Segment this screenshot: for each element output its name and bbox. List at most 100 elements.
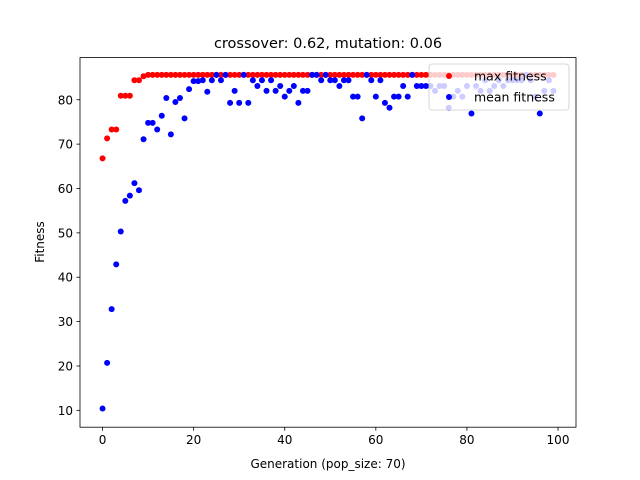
data-point (263, 87, 270, 94)
data-point (386, 104, 393, 111)
data-point (181, 115, 188, 122)
data-point (208, 77, 215, 84)
data-point (217, 71, 224, 78)
y-axis-ticks: 10 20 30 40 50 60 70 80 (58, 93, 80, 418)
legend: max fitness mean fitness (428, 63, 570, 111)
data-point (236, 71, 243, 78)
data-point (122, 92, 129, 99)
data-point (391, 71, 398, 78)
y-tick-label: 20 (58, 359, 73, 373)
data-point (372, 93, 379, 100)
data-point (377, 77, 384, 84)
data-point (140, 73, 147, 80)
data-point (409, 71, 416, 78)
data-point (277, 83, 284, 89)
data-point (536, 110, 543, 117)
data-point (345, 71, 352, 78)
data-point (208, 71, 215, 78)
data-point (163, 71, 170, 78)
data-point (400, 71, 407, 78)
data-point (304, 71, 311, 78)
legend-label-mean-fitness: mean fitness (474, 90, 555, 105)
data-point (204, 88, 211, 95)
data-point (368, 71, 375, 78)
data-point (295, 99, 302, 106)
data-point (422, 71, 429, 78)
data-point (245, 71, 252, 78)
data-point (199, 71, 206, 78)
data-point (149, 119, 156, 126)
data-point (345, 77, 352, 84)
data-point (413, 71, 420, 78)
data-point (204, 71, 211, 78)
data-point (368, 77, 375, 84)
data-point (135, 187, 142, 194)
data-point (327, 71, 334, 78)
data-point (363, 71, 370, 78)
data-point (172, 98, 179, 105)
data-point (108, 306, 115, 313)
data-point (258, 77, 265, 84)
data-point (213, 71, 220, 78)
data-point (222, 71, 229, 78)
data-point (249, 71, 256, 78)
data-point (281, 93, 288, 100)
data-point (381, 99, 388, 106)
data-point (295, 71, 302, 78)
data-point (381, 71, 388, 78)
data-point (195, 78, 202, 85)
data-point (318, 71, 325, 78)
x-tick-label: 40 (277, 433, 292, 447)
data-point (186, 86, 193, 93)
data-point (286, 87, 293, 94)
data-point (167, 131, 174, 138)
data-point (158, 112, 165, 119)
data-point (254, 71, 261, 78)
data-point (331, 77, 338, 84)
data-point (290, 71, 297, 78)
data-point (336, 83, 343, 89)
data-point (163, 94, 170, 101)
x-axis-label: Generation (pop_size: 70) (250, 457, 405, 471)
data-point (108, 126, 115, 133)
data-point (190, 71, 197, 78)
data-point (268, 71, 275, 78)
data-point (309, 71, 316, 78)
data-point (249, 77, 256, 84)
data-point (404, 71, 411, 78)
y-tick-label: 10 (58, 404, 73, 418)
data-point (359, 115, 366, 122)
y-axis-label: Fitness (33, 221, 47, 263)
legend-marker-max-fitness (446, 73, 452, 79)
data-point (231, 87, 238, 94)
data-point (350, 93, 357, 100)
x-tick-label: 60 (368, 433, 383, 447)
data-point (186, 71, 193, 78)
y-tick-label: 50 (58, 226, 73, 240)
data-point (167, 71, 174, 78)
data-point (158, 71, 165, 78)
data-point (126, 92, 133, 99)
data-point (350, 71, 357, 78)
data-point (172, 71, 179, 78)
data-point (231, 71, 238, 78)
data-point (117, 228, 124, 235)
data-point (113, 126, 120, 133)
data-point (113, 261, 120, 268)
data-point (304, 87, 311, 94)
data-point (131, 180, 138, 187)
data-point (199, 77, 206, 84)
data-point (227, 99, 234, 106)
data-point (126, 192, 133, 199)
data-point (391, 93, 398, 100)
data-point (195, 71, 202, 78)
y-tick-label: 80 (58, 93, 73, 107)
data-point (154, 71, 161, 78)
data-point (372, 71, 379, 78)
data-point (176, 94, 183, 101)
y-tick-label: 60 (58, 182, 73, 196)
x-tick-label: 0 (99, 433, 107, 447)
data-point (395, 93, 402, 100)
data-point (400, 83, 407, 89)
